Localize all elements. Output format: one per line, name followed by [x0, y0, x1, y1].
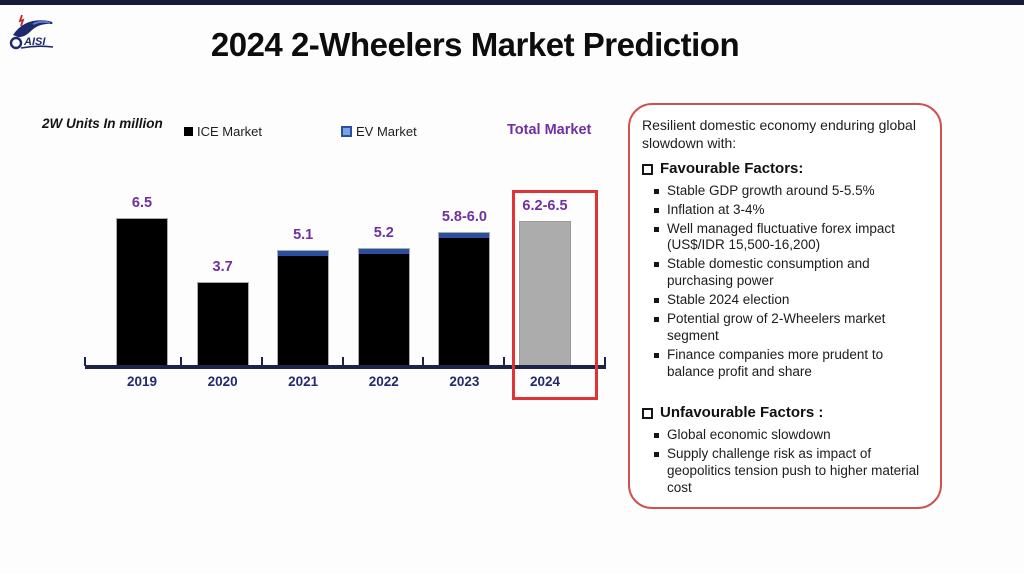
square-bullet-icon — [654, 316, 659, 322]
ev-cap-2023 — [439, 233, 490, 238]
bar-value-2022: 5.2 — [373, 225, 394, 241]
checkbox-icon — [642, 408, 653, 420]
x-axis — [85, 365, 606, 369]
bar-2020 — [196, 282, 249, 366]
unfavourable-item-text: Supply challenge risk as impact of geopo… — [667, 446, 920, 495]
square-bullet-icon — [654, 452, 659, 457]
square-bullet-icon — [654, 207, 659, 213]
year-label-2020: 2020 — [207, 374, 238, 389]
square-bullet-icon — [654, 298, 659, 303]
favourable-item-text: Potential grow of 2-Wheelers market segm… — [667, 310, 886, 343]
aisi-logo: AISI — [9, 14, 54, 50]
bar-value-2023: 5.8-6.0 — [441, 209, 487, 225]
unfavourable-header-label: Unfavourable Factors : — [660, 404, 824, 422]
favourable-item-text: Inflation at 3-4% — [667, 201, 765, 217]
bar-2024 — [519, 221, 571, 366]
bar-value-2020: 3.7 — [212, 259, 233, 275]
favourable-item-text: Stable domestic consumption and purchasi… — [667, 256, 870, 289]
square-bullet-icon — [654, 352, 659, 358]
favourable-item-text: Well managed fluctuative forex impact (U… — [667, 220, 895, 253]
favourable-list: Stable GDP growth around 5-5.5% Inflatio… — [654, 183, 928, 381]
notes-intro: Resilient domestic economy enduring glob… — [642, 117, 916, 151]
top-accent-bar — [0, 0, 1024, 5]
favourable-item: Potential grow of 2-Wheelers market segm… — [654, 311, 928, 345]
axis-tick — [180, 357, 182, 366]
axis-tick — [503, 357, 505, 366]
favourable-item-text: Stable 2024 election — [667, 292, 790, 307]
ev-cap-2021 — [278, 251, 329, 256]
year-label-2022: 2022 — [368, 374, 399, 389]
year-label-2023: 2023 — [449, 374, 480, 389]
axis-tick — [422, 357, 424, 366]
legend-total-label: Total Market — [507, 122, 592, 138]
ev-swatch-icon — [341, 126, 352, 137]
unfavourable-item-text: Global economic slowdown — [667, 427, 831, 443]
legend-ev: EV Market — [341, 124, 417, 139]
favourable-header: Favourable Factors: — [642, 160, 928, 179]
bar-value-2021: 5.1 — [293, 227, 314, 243]
square-bullet-icon — [654, 226, 659, 232]
square-bullet-icon — [654, 188, 659, 194]
favourable-item-text: Finance companies more prudent to balanc… — [667, 346, 884, 379]
ice-swatch-icon — [184, 127, 193, 136]
bar-2019 — [116, 218, 168, 366]
favourable-item: Inflation at 3-4% — [654, 202, 928, 219]
square-bullet-icon — [654, 433, 659, 439]
favourable-item-text: Stable GDP growth around 5-5.5% — [667, 182, 875, 198]
ev-cap-2022 — [358, 249, 409, 254]
favourable-item: Stable domestic consumption and purchasi… — [654, 256, 928, 290]
axis-tick — [261, 357, 263, 366]
bar-value-2024: 6.2-6.5 — [522, 198, 568, 214]
favourable-item: Stable GDP growth around 5-5.5% — [654, 183, 928, 200]
forecast-highlight-box — [512, 190, 598, 400]
axis-tick — [604, 357, 606, 366]
favourable-header-label: Favourable Factors: — [660, 160, 804, 177]
axis-tick — [342, 357, 344, 366]
favourable-item: Well managed fluctuative forex impact (U… — [654, 221, 928, 255]
square-bullet-icon — [654, 262, 659, 268]
logo-text: AISI — [23, 36, 46, 48]
favourable-item: Stable 2024 election — [654, 292, 928, 309]
notes-panel: Resilient domestic economy enduring glob… — [628, 103, 942, 509]
unfavourable-list: Global economic slowdown Supply challeng… — [654, 427, 928, 497]
legend-ev-label: EV Market — [356, 124, 417, 139]
bar-2023 — [438, 232, 491, 366]
checkbox-icon — [642, 163, 653, 175]
unfavourable-item: Supply challenge risk as impact of geopo… — [654, 446, 928, 497]
chart-unit-label: 2W Units In million — [42, 116, 163, 131]
year-label-2019: 2019 — [126, 374, 158, 389]
year-label-2024: 2024 — [529, 374, 561, 389]
section-gap — [642, 382, 928, 404]
favourable-item: Finance companies more prudent to balanc… — [654, 347, 928, 381]
legend-ice: ICE Market — [184, 124, 262, 139]
year-label-2021: 2021 — [288, 374, 319, 389]
bar-2022 — [357, 248, 410, 366]
axis-tick — [84, 357, 86, 366]
page-title: 2024 2-Wheelers Market Prediction — [210, 26, 740, 63]
bar-value-2019: 6.5 — [131, 195, 153, 211]
unfavourable-header: Unfavourable Factors : — [642, 404, 928, 423]
unfavourable-item: Global economic slowdown — [654, 427, 928, 444]
bar-2021 — [277, 250, 330, 366]
legend-ice-label: ICE Market — [197, 124, 263, 139]
motorcycle-logo-icon: AISI — [9, 14, 54, 50]
